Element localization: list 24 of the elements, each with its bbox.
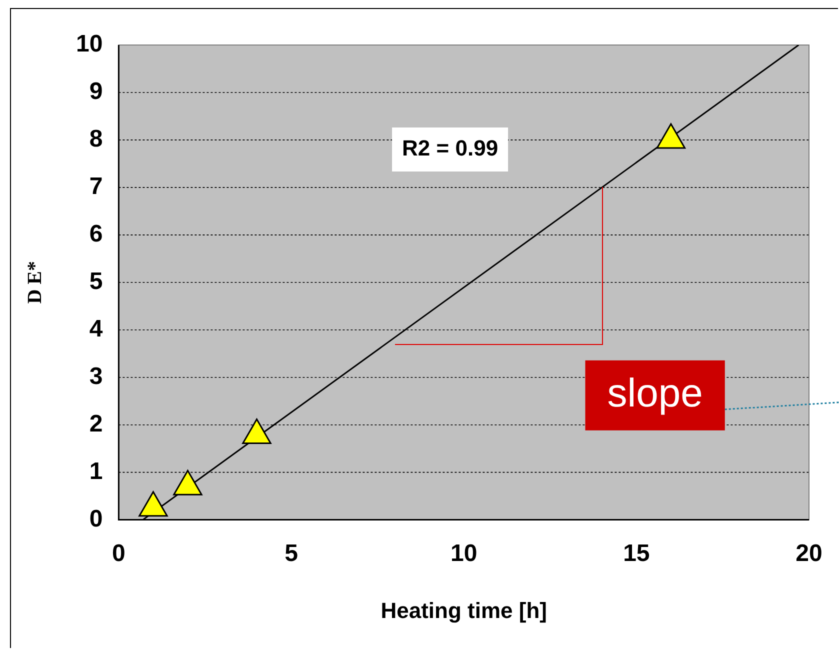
x-tick-label: 5 [284, 540, 298, 567]
point [138, 491, 168, 517]
x-axis-title: Heating time [h] [380, 598, 547, 623]
x-tick-label: 10 [450, 540, 478, 567]
x-tick-label: 15 [623, 540, 650, 567]
y-tick-label: 7 [89, 173, 103, 200]
y-tick-label: 6 [89, 220, 103, 248]
y-tick-label: 5 [89, 268, 103, 296]
y-axis-title: D E* [24, 261, 46, 304]
y-tick-label: 2 [89, 410, 103, 438]
x-tick-label: 0 [112, 540, 126, 567]
y-tick-label: 3 [89, 362, 103, 390]
point [242, 418, 272, 444]
x-tick-label: 20 [796, 540, 822, 567]
y-tick-label: 1 [89, 458, 103, 485]
point [656, 123, 686, 149]
y-tick-label: 0 [89, 505, 103, 532]
y-tick-label: 8 [89, 126, 103, 153]
y-tick-label: 10 [76, 30, 103, 58]
y-tick-label: 9 [89, 78, 103, 106]
annotation: slope [607, 371, 703, 416]
point [173, 470, 202, 496]
y-tick-label: 4 [89, 316, 104, 343]
annotation: R2 = 0.99 [402, 136, 498, 161]
